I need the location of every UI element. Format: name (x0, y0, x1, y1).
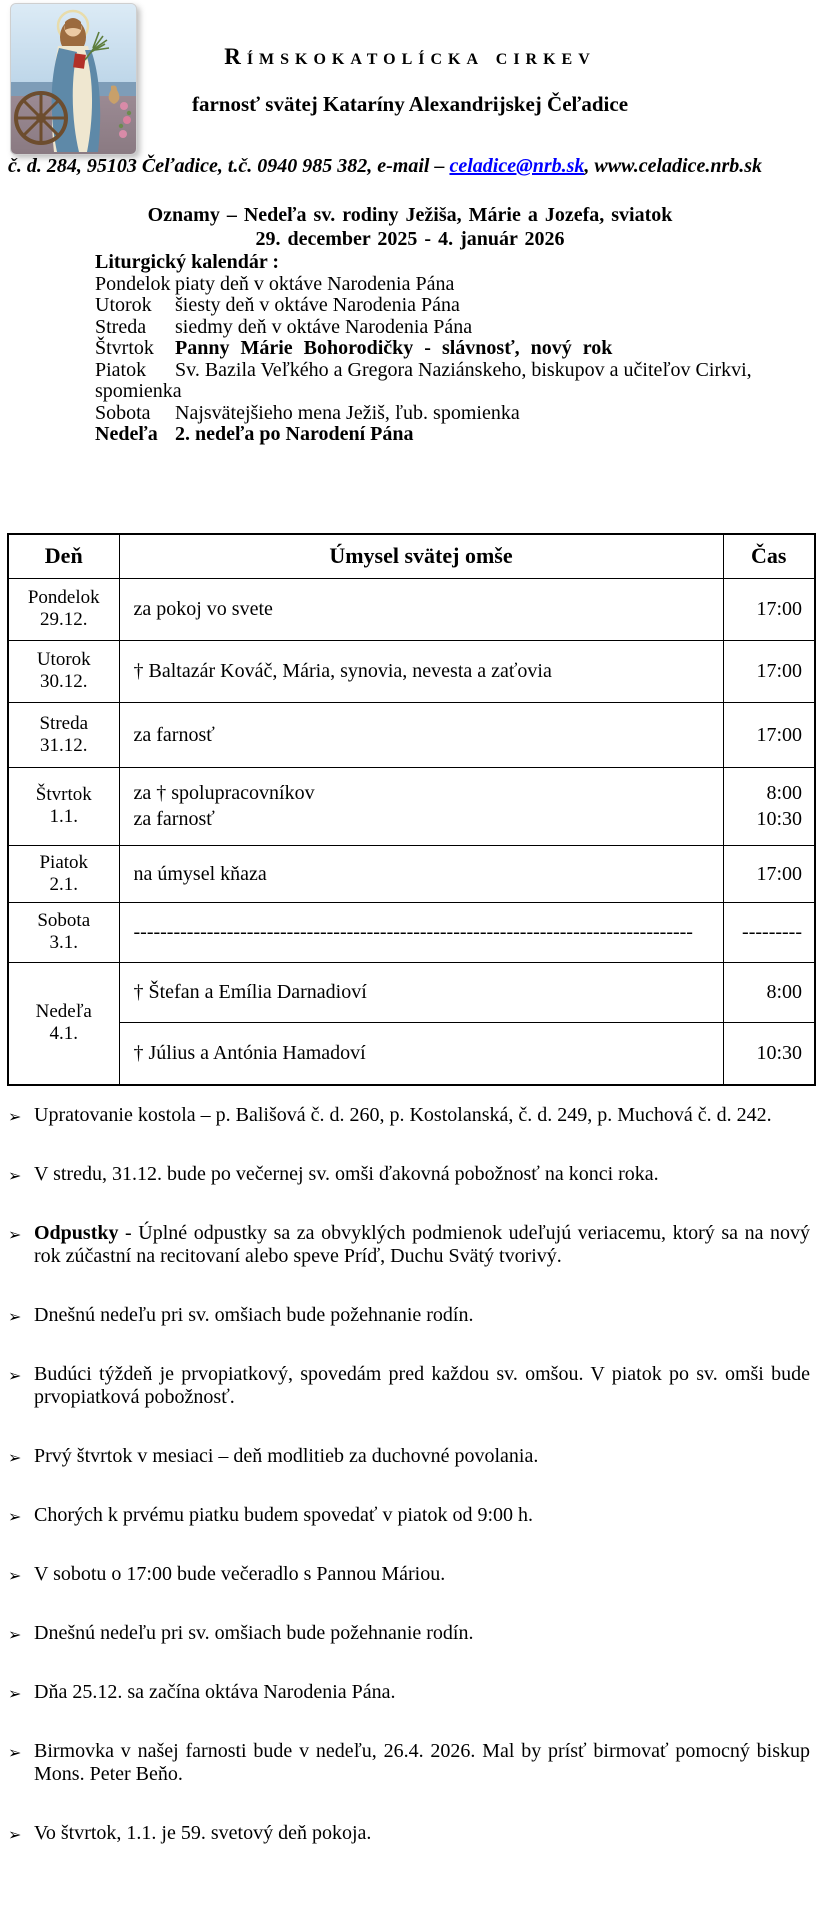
announcement-item: ➢ Odpustky - Úplné odpustky sa za obvyklý… (8, 1222, 810, 1267)
day-cell: Piatok 2.1. (7, 844, 120, 903)
parish-name: farnosť svätej Kataríny Alexandrijskej Č… (191, 92, 629, 116)
time-cell: 8:00 (722, 961, 816, 1023)
organization-name: Rímskokatolícka cirkev (224, 44, 596, 69)
table-header-row: Deň Úmysel svätej omše Čas (7, 533, 816, 579)
calendar-entry-thursday: Štvrtok Panny Márie Bohorodičky - slávnos… (95, 337, 613, 359)
arrow-bullet-icon: ➢ (8, 1448, 22, 1467)
arrow-bullet-icon: ➢ (8, 1743, 22, 1762)
announcement-item: ➢ Upratovanie kostola – p. Bališová č. d.… (8, 1104, 772, 1126)
time-cell: 10:30 (722, 1021, 816, 1086)
intention-cell: za † spolupracovníkov za farnosť (118, 766, 724, 846)
announcement-item: ➢ Budúci týždeň je prvopiatkový, spovedám… (8, 1363, 810, 1408)
announcements-heading: Oznamy – Nedeľa sv. rodiny Ježiša, Márie… (30, 203, 790, 251)
announcement-item: ➢ Prvý štvrtok v mesiaci – deň modlitieb … (8, 1445, 539, 1467)
day-cell: Pondelok 29.12. (7, 577, 120, 641)
intention-cell: za farnosť (118, 701, 724, 768)
day-cell: Štvrtok 1.1. (7, 766, 120, 846)
arrow-bullet-icon: ➢ (8, 1625, 22, 1644)
time-cell: 17:00 (722, 577, 816, 641)
contact-address-phone: č. d. 284, 95103 Čeľadice, t.č. 0940 985… (8, 155, 450, 177)
intention-cell: na úmysel kňaza (118, 844, 724, 903)
liturgical-calendar-title: Liturgický kalendár : (95, 251, 280, 273)
time-cell: 17:00 (722, 701, 816, 768)
arrow-bullet-icon: ➢ (8, 1366, 22, 1385)
calendar-entry-tuesday: Utorok šiesty deň v oktáve Narodenia Pána (95, 294, 460, 316)
arrow-bullet-icon: ➢ (8, 1107, 22, 1126)
mass-schedule-table: Deň Úmysel svätej omše Čas Pondelok 29.12… (7, 533, 816, 1086)
table-row: Pondelok 29.12. za pokoj vo svete 17:00 (7, 577, 816, 641)
email-link[interactable]: celadice@nrb.sk (449, 155, 585, 177)
intention-cell: † Štefan a Emília Darnadioví (118, 961, 724, 1023)
table-row: Streda 31.12. za farnosť 17:00 (7, 701, 816, 768)
announcements-list: ➢ Upratovanie kostola – p. Bališová č. d.… (8, 1104, 810, 1845)
table-row: Piatok 2.1. na úmysel kňaza 17:00 (7, 844, 816, 903)
arrow-bullet-icon: ➢ (8, 1166, 22, 1185)
header: Rímskokatolícka cirkev farnosť svätej Ka… (150, 44, 670, 117)
intention-cell: za pokoj vo svete (118, 577, 724, 641)
calendar-entry-saturday: Sobota Najsvätejšieho mena Ježiš, ľub. sp… (95, 401, 520, 424)
table-row: Nedeľa 4.1. † Štefan a Emília Darnadioví … (7, 961, 816, 1086)
announcement-item: ➢ Vo štvrtok, 1.1. je 59. svetový deň pok… (8, 1822, 372, 1844)
intention-cell: † Július a Antónia Hamadoví (118, 1021, 724, 1086)
announcement-item: ➢ Dnešnú nedeľu pri sv. omšiach bude pože… (8, 1304, 474, 1326)
contact-website: , www.celadice.nrb.sk (584, 155, 763, 177)
time-cell: 17:00 (722, 844, 816, 903)
announcement-item: ➢ V stredu, 31.12. bude po večernej sv. o… (8, 1163, 659, 1185)
announcements-date-range: 29. december 2025 - 4. január 2026 (255, 228, 565, 250)
day-cell: Streda 31.12. (7, 701, 120, 768)
table-row: Sobota 3.1. -----------------------------… (7, 901, 816, 963)
time-cell: --------- (722, 901, 816, 963)
arrow-bullet-icon: ➢ (8, 1307, 22, 1326)
calendar-entry-monday: Pondelok piaty deň v oktáve Narodenia Pán… (95, 272, 455, 295)
column-header-time: Čas (722, 533, 816, 579)
column-header-day: Deň (7, 533, 120, 579)
calendar-entry-sunday: Nedeľa 2. nedeľa po Narodení Pána (95, 423, 414, 445)
day-cell: Utorok 30.12. (7, 639, 120, 703)
announcement-item: ➢ V sobotu o 17:00 bude večeradlo s Panno… (8, 1563, 446, 1585)
time-cell: 8:00 10:30 (722, 766, 816, 846)
time-cell: 17:00 (722, 639, 816, 703)
liturgical-calendar: Liturgický kalendár : Pondelok piaty deň … (95, 251, 787, 446)
table-row: Štvrtok 1.1. za † spolupracovníkov za farn… (7, 766, 816, 846)
announcement-item: ➢ Dňa 25.12. sa začína oktáva Narodenia P… (8, 1681, 396, 1703)
announcement-item: ➢ Dnešnú nedeľu pri sv. omšiach bude pože… (8, 1622, 474, 1644)
arrow-bullet-icon: ➢ (8, 1684, 22, 1703)
announcement-item: ➢ Birmovka v našej farnosti bude v nedeľu… (8, 1740, 810, 1785)
intention-cell: † Baltazár Kováč, Mária, synovia, nevest… (118, 639, 724, 703)
arrow-bullet-icon: ➢ (8, 1825, 22, 1844)
announcement-item: ➢ Chorých k prvému piatku budem spovedať … (8, 1504, 534, 1526)
table-row: † Július a Antónia Hamadoví 10:30 (8, 1021, 816, 1086)
arrow-bullet-icon: ➢ (8, 1566, 22, 1585)
arrow-bullet-icon: ➢ (8, 1507, 22, 1526)
calendar-entry-friday: Piatok Sv. Bazila Veľkého a Gregora Naziá… (95, 358, 752, 402)
day-cell: Nedeľa 4.1. (7, 961, 120, 1086)
announcements-title-line: Oznamy – Nedeľa sv. rodiny Ježiša, Márie… (147, 204, 673, 226)
saint-catherine-image (10, 3, 137, 155)
calendar-entry-wednesday: Streda siedmy deň v oktáve Narodenia Pána (95, 315, 473, 338)
table-row: Utorok 30.12. † Baltazár Kováč, Mária, sy… (7, 639, 816, 703)
saint-catherine-illustration (11, 4, 136, 154)
column-header-intention: Úmysel svätej omše (118, 533, 724, 579)
arrow-bullet-icon: ➢ (8, 1225, 22, 1244)
intention-cell: ----------------------------------------… (118, 901, 724, 963)
day-cell: Sobota 3.1. (7, 901, 120, 963)
contact-line: č. d. 284, 95103 Čeľadice, t.č. 0940 985… (8, 155, 814, 178)
